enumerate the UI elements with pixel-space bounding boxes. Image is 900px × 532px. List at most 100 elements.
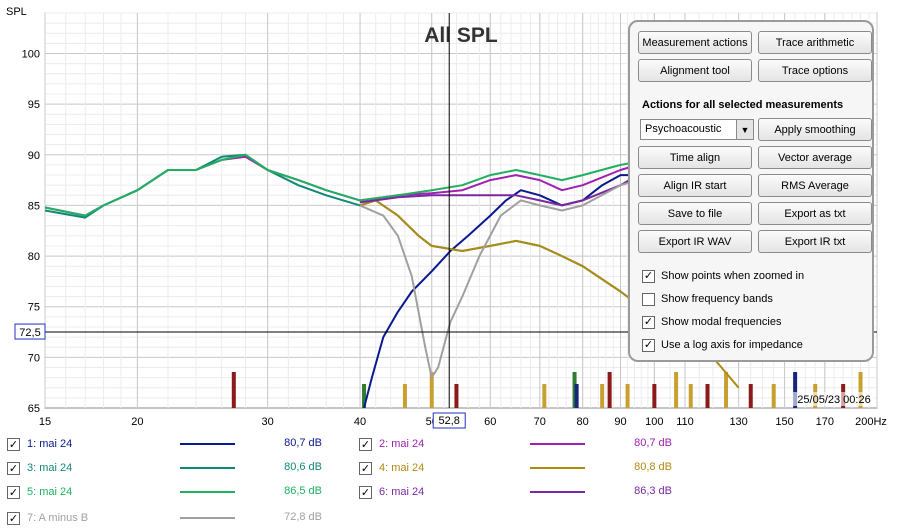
trace-arithmetic-button[interactable]: Trace arithmetic [758, 31, 872, 54]
modal-frequency-bar [402, 384, 407, 408]
x-tick-label: 110 [676, 416, 694, 428]
legend-label: 2: mai 24 [379, 438, 425, 450]
legend-item[interactable]: ✓ 2: mai 24 [359, 436, 424, 452]
legend-item[interactable]: ✓ 6: mai 24 [359, 484, 424, 500]
legend-value: 80,6 dB [284, 461, 322, 473]
x-tick-label: 90 [614, 416, 626, 428]
overlay-control-panel: Measurement actions Trace arithmetic Ali… [628, 20, 874, 362]
legend-item[interactable]: ✓ 7: A minus B [7, 510, 88, 526]
cursor-y-readout: 72,5 [19, 327, 40, 339]
smoothing-select-value: Psychoacoustic [645, 123, 722, 135]
legend-label: 6: mai 24 [379, 486, 425, 498]
legend-checkbox[interactable]: ✓ [359, 461, 372, 475]
modal-frequency-bar [574, 384, 579, 408]
modal-frequency-bar [362, 384, 367, 408]
legend-value: 80,8 dB [634, 461, 672, 473]
legend-checkbox[interactable]: ✓ [7, 511, 20, 525]
chevron-down-icon[interactable]: ▼ [736, 120, 753, 139]
modal-frequency-bar [607, 372, 612, 408]
y-tick-label: 90 [28, 150, 40, 162]
trace-options-button[interactable]: Trace options [758, 59, 872, 82]
time-align-button[interactable]: Time align [638, 146, 752, 169]
x-tick-label: 100 [645, 416, 663, 428]
log-axis-option[interactable]: ✓ Use a log axis for impedance [642, 337, 803, 353]
measurement-actions-button[interactable]: Measurement actions [638, 31, 752, 54]
trace-line [359, 179, 639, 379]
modal-frequency-bar [771, 384, 776, 408]
show-modal-checkbox[interactable]: ✓ [642, 315, 655, 329]
log-axis-checkbox[interactable]: ✓ [642, 338, 655, 352]
measurement-legend: ✓ 1: mai 24 80,7 dB ✓ 2: mai 24 80,7 dB ✓ 3: ma… [0, 432, 900, 532]
y-tick-label: 75 [28, 302, 40, 314]
legend-checkbox[interactable]: ✓ [359, 485, 372, 499]
show-points-checkbox[interactable]: ✓ [642, 269, 655, 283]
legend-value: 86,3 dB [634, 485, 672, 497]
legend-value: 80,7 dB [634, 437, 672, 449]
export-ir-wav-button[interactable]: Export IR WAV [638, 230, 752, 253]
modal-frequency-bar [858, 372, 863, 408]
legend-line-swatch [180, 491, 235, 493]
apply-smoothing-button[interactable]: Apply smoothing [758, 118, 872, 141]
export-as-txt-button[interactable]: Export as txt [758, 202, 872, 225]
legend-item[interactable]: ✓ 1: mai 24 [7, 436, 72, 452]
legend-checkbox[interactable]: ✓ [7, 461, 20, 475]
alignment-tool-button[interactable]: Alignment tool [638, 59, 752, 82]
smoothing-select[interactable]: Psychoacoustic ▼ [640, 119, 754, 140]
legend-item[interactable]: ✓ 3: mai 24 [7, 460, 72, 476]
actions-section-title: Actions for all selected measurements [642, 99, 844, 111]
save-to-file-button[interactable]: Save to file [638, 202, 752, 225]
modal-frequency-bar [652, 384, 657, 408]
export-ir-txt-button[interactable]: Export IR txt [758, 230, 872, 253]
modal-frequency-bar [688, 384, 693, 408]
y-tick-label: 80 [28, 251, 40, 263]
trace-line [359, 174, 639, 207]
legend-label: 4: mai 24 [379, 462, 425, 474]
show-points-label: Show points when zoomed in [661, 270, 805, 282]
legend-line-swatch [180, 517, 235, 519]
show-freq-bands-label: Show frequency bands [661, 293, 773, 305]
trace-line [44, 153, 639, 217]
modal-frequency-bar [724, 372, 729, 408]
modal-frequency-bar [454, 384, 459, 408]
timestamp: 25/05/23 00:26 [797, 394, 870, 406]
x-tick-label: 170 [816, 416, 834, 428]
legend-checkbox[interactable]: ✓ [359, 437, 372, 451]
x-tick-label: 200Hz [855, 416, 887, 428]
y-tick-label: 70 [28, 352, 40, 364]
show-modal-option[interactable]: ✓ Show modal frequencies [642, 314, 781, 330]
legend-value: 72,8 dB [284, 511, 322, 523]
legend-item[interactable]: ✓ 4: mai 24 [359, 460, 424, 476]
cursor-x-readout: 52,8 [439, 415, 460, 427]
cursor-y-readout-box [14, 323, 46, 340]
modal-frequency-bar [793, 372, 798, 408]
show-points-option[interactable]: ✓ Show points when zoomed in [642, 268, 804, 284]
modal-frequency-bar [231, 372, 236, 408]
legend-line-swatch [530, 443, 585, 445]
legend-line-swatch [530, 467, 585, 469]
legend-checkbox[interactable]: ✓ [7, 485, 20, 499]
rms-average-button[interactable]: RMS Average [758, 174, 872, 197]
show-freq-bands-option[interactable]: Show frequency bands [642, 291, 773, 307]
legend-checkbox[interactable]: ✓ [7, 437, 20, 451]
chart-title: All SPL [424, 24, 498, 47]
log-axis-label: Use a log axis for impedance [661, 339, 803, 351]
legend-label: 3: mai 24 [27, 462, 73, 474]
y-tick-label: 65 [28, 403, 40, 415]
show-modal-label: Show modal frequencies [661, 316, 782, 328]
legend-label: 1: mai 24 [27, 438, 73, 450]
align-ir-start-button[interactable]: Align IR start [638, 174, 752, 197]
y-axis-ticks: 100 95 90 85 80 75 70 65 [22, 49, 40, 415]
modal-frequency-bar [542, 384, 547, 408]
legend-line-swatch [530, 491, 585, 493]
y-tick-label: 85 [28, 200, 40, 212]
legend-item[interactable]: ✓ 5: mai 24 [7, 484, 72, 500]
x-tick-label: 80 [577, 416, 589, 428]
legend-line-swatch [180, 443, 235, 445]
x-tick-label: 130 [729, 416, 747, 428]
modal-frequency-bar [600, 384, 605, 408]
legend-value: 80,7 dB [284, 437, 322, 449]
vector-average-button[interactable]: Vector average [758, 146, 872, 169]
x-tick-label: 15 [39, 416, 51, 428]
show-freq-bands-checkbox[interactable] [642, 292, 655, 306]
modal-frequency-bar [748, 384, 753, 408]
